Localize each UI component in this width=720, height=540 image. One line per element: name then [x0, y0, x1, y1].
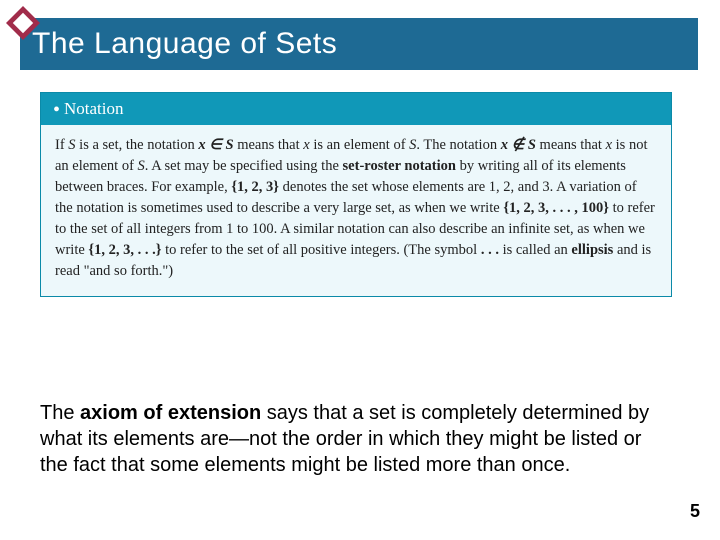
- notation-label: Notation: [64, 99, 124, 118]
- term-axiom-of-extension: axiom of extension: [80, 402, 261, 424]
- var-S: S: [68, 137, 75, 153]
- text: is called an: [499, 242, 571, 258]
- var-S: S: [138, 158, 145, 174]
- set-literal: {1, 2, 3}: [231, 179, 279, 195]
- text: means that: [234, 137, 304, 153]
- bullet-diamond-icon: [6, 6, 40, 40]
- notation-callout-box: •Notation If S is a set, the notation x …: [40, 92, 672, 297]
- notation-callout-body: If S is a set, the notation x ∈ S means …: [41, 125, 671, 296]
- term-ellipsis: ellipsis: [571, 242, 613, 258]
- set-literal: {1, 2, 3, . . .}: [88, 242, 161, 258]
- text: is an element of: [310, 137, 409, 153]
- text: to refer to the set of all positive inte…: [161, 242, 480, 258]
- ellipsis-symbol: . . .: [481, 242, 499, 258]
- term-set-roster: set-roster notation: [343, 158, 456, 174]
- axiom-paragraph: The axiom of extension says that a set i…: [40, 400, 650, 478]
- text: The: [40, 402, 80, 424]
- text: is a set, the notation: [76, 137, 199, 153]
- expr-x-in-S: x ∈ S: [198, 137, 233, 153]
- bullet-dot-icon: •: [53, 99, 60, 121]
- text: . A set may be specified using the: [145, 158, 343, 174]
- slide-title: The Language of Sets: [32, 27, 337, 61]
- text: means that: [536, 137, 606, 153]
- text: If: [55, 137, 68, 153]
- expr-x-notin-S: x ∉ S: [501, 137, 536, 153]
- set-literal: {1, 2, 3, . . . , 100}: [503, 200, 609, 216]
- page-number: 5: [690, 501, 700, 522]
- text: . The notation: [416, 137, 500, 153]
- slide-title-bar: The Language of Sets: [20, 18, 698, 70]
- notation-callout-header: •Notation: [41, 93, 671, 125]
